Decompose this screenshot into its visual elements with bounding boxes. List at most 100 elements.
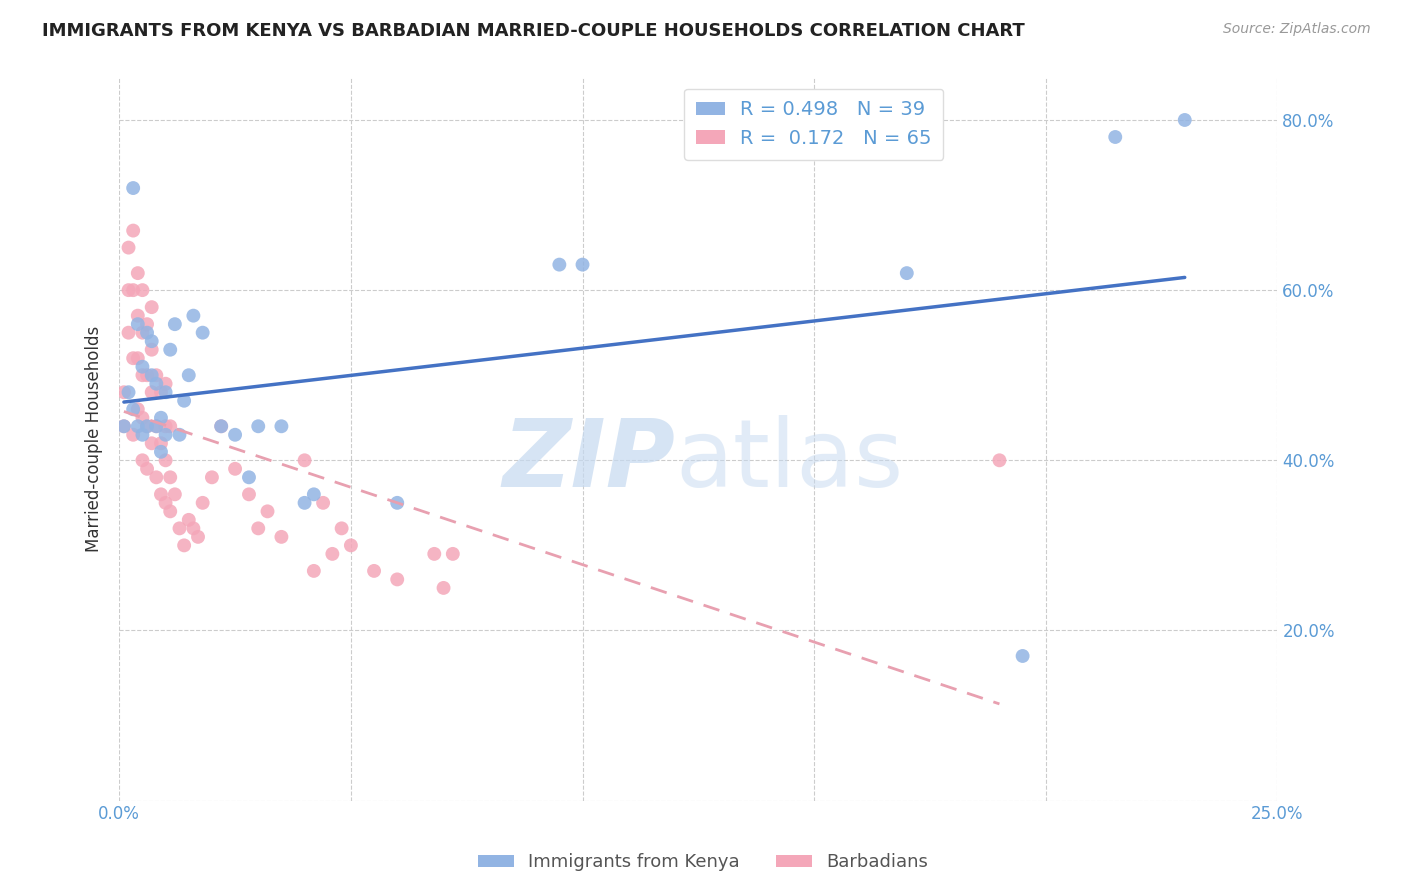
Point bbox=[363, 564, 385, 578]
Point bbox=[224, 462, 246, 476]
Point bbox=[136, 419, 159, 434]
Point bbox=[173, 393, 195, 408]
Point bbox=[302, 564, 325, 578]
Point bbox=[141, 436, 163, 450]
Point bbox=[127, 266, 149, 280]
Point bbox=[145, 419, 167, 434]
Text: atlas: atlas bbox=[675, 415, 904, 507]
Point bbox=[1104, 130, 1126, 145]
Point bbox=[209, 419, 232, 434]
Point bbox=[131, 359, 153, 374]
Point bbox=[141, 368, 163, 383]
Point bbox=[122, 427, 145, 442]
Point bbox=[136, 368, 159, 383]
Point bbox=[145, 419, 167, 434]
Point bbox=[127, 402, 149, 417]
Point bbox=[340, 538, 363, 552]
Point bbox=[294, 496, 316, 510]
Point bbox=[187, 530, 209, 544]
Point bbox=[238, 470, 260, 484]
Point bbox=[247, 521, 270, 535]
Point bbox=[145, 470, 167, 484]
Point bbox=[159, 419, 181, 434]
Point bbox=[141, 334, 163, 348]
Point bbox=[122, 283, 145, 297]
Point bbox=[183, 309, 205, 323]
Point bbox=[117, 326, 139, 340]
Point bbox=[112, 419, 135, 434]
Point bbox=[224, 427, 246, 442]
Point bbox=[155, 376, 177, 391]
Point bbox=[247, 419, 270, 434]
Point bbox=[312, 496, 335, 510]
Point bbox=[127, 317, 149, 331]
Point bbox=[127, 419, 149, 434]
Point bbox=[149, 487, 172, 501]
Point bbox=[155, 385, 177, 400]
Point bbox=[131, 427, 153, 442]
Point bbox=[155, 427, 177, 442]
Point bbox=[136, 419, 159, 434]
Point bbox=[112, 419, 135, 434]
Point bbox=[270, 419, 292, 434]
Point bbox=[896, 266, 918, 280]
Point bbox=[177, 513, 200, 527]
Point bbox=[131, 326, 153, 340]
Text: IMMIGRANTS FROM KENYA VS BARBADIAN MARRIED-COUPLE HOUSEHOLDS CORRELATION CHART: IMMIGRANTS FROM KENYA VS BARBADIAN MARRI… bbox=[42, 22, 1025, 40]
Point bbox=[238, 487, 260, 501]
Point bbox=[141, 385, 163, 400]
Point bbox=[548, 258, 571, 272]
Y-axis label: Married-couple Households: Married-couple Households bbox=[86, 326, 103, 552]
Point bbox=[145, 376, 167, 391]
Point bbox=[112, 385, 135, 400]
Point bbox=[423, 547, 446, 561]
Point bbox=[163, 487, 186, 501]
Point bbox=[131, 283, 153, 297]
Point bbox=[159, 504, 181, 518]
Point bbox=[136, 317, 159, 331]
Point bbox=[117, 283, 139, 297]
Point bbox=[432, 581, 454, 595]
Point bbox=[122, 402, 145, 417]
Point bbox=[149, 444, 172, 458]
Point bbox=[127, 309, 149, 323]
Point bbox=[321, 547, 343, 561]
Point bbox=[256, 504, 278, 518]
Point bbox=[294, 453, 316, 467]
Point bbox=[988, 453, 1011, 467]
Point bbox=[270, 530, 292, 544]
Point bbox=[163, 317, 186, 331]
Point bbox=[330, 521, 353, 535]
Point bbox=[191, 326, 214, 340]
Point bbox=[141, 300, 163, 314]
Point bbox=[136, 326, 159, 340]
Point bbox=[122, 181, 145, 195]
Text: ZIP: ZIP bbox=[502, 415, 675, 507]
Point bbox=[201, 470, 224, 484]
Point bbox=[159, 470, 181, 484]
Text: Source: ZipAtlas.com: Source: ZipAtlas.com bbox=[1223, 22, 1371, 37]
Point bbox=[183, 521, 205, 535]
Point bbox=[149, 410, 172, 425]
Point bbox=[149, 385, 172, 400]
Point bbox=[131, 453, 153, 467]
Point bbox=[177, 368, 200, 383]
Point bbox=[127, 351, 149, 366]
Point bbox=[131, 368, 153, 383]
Point bbox=[302, 487, 325, 501]
Point bbox=[155, 453, 177, 467]
Point bbox=[387, 573, 409, 587]
Point bbox=[159, 343, 181, 357]
Point bbox=[169, 427, 191, 442]
Point bbox=[1011, 648, 1033, 663]
Point bbox=[122, 351, 145, 366]
Legend: R = 0.498   N = 39, R =  0.172   N = 65: R = 0.498 N = 39, R = 0.172 N = 65 bbox=[683, 88, 943, 160]
Point bbox=[169, 521, 191, 535]
Point bbox=[145, 368, 167, 383]
Point bbox=[191, 496, 214, 510]
Point bbox=[387, 496, 409, 510]
Point bbox=[149, 436, 172, 450]
Point bbox=[141, 343, 163, 357]
Point bbox=[117, 385, 139, 400]
Point bbox=[131, 410, 153, 425]
